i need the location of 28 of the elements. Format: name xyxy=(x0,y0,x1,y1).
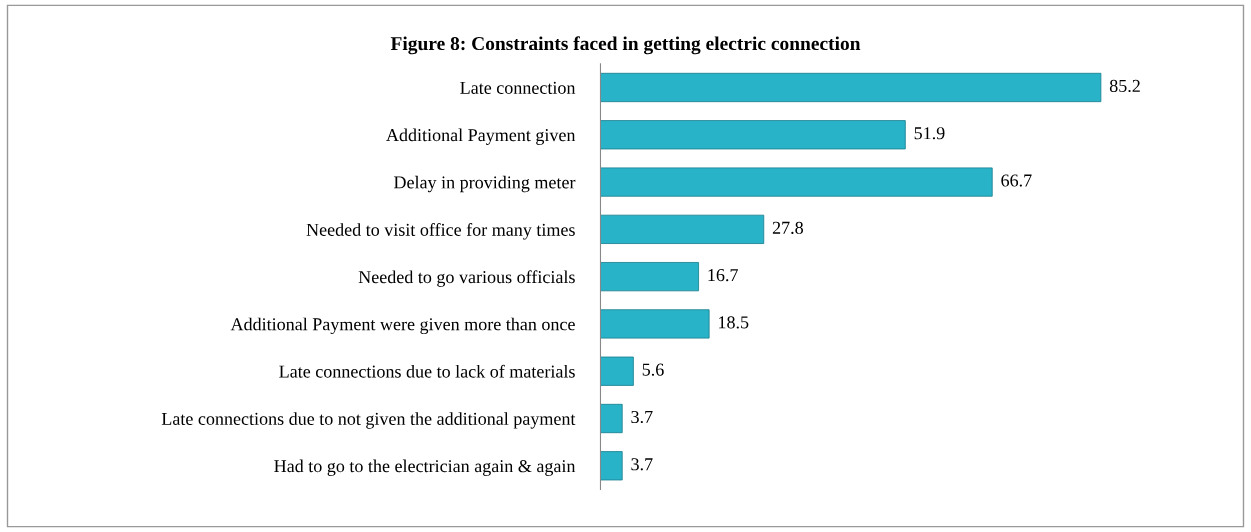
bar xyxy=(600,214,765,244)
data-label: 3.7 xyxy=(631,410,653,424)
data-label: 51.9 xyxy=(914,127,945,140)
data-label: 66.7 xyxy=(1001,174,1032,187)
bar xyxy=(600,120,906,150)
y-tick-label: Late connections due to lack of materials xyxy=(279,364,575,378)
bar xyxy=(600,262,699,292)
y-tick-label: Needed to go various officials xyxy=(358,270,575,287)
data-label: 18.5 xyxy=(719,316,749,329)
y-tick-label: Delay in providing meter xyxy=(393,175,576,193)
data-label: 3.7 xyxy=(631,458,653,471)
bar xyxy=(600,403,623,434)
bar xyxy=(600,167,993,197)
y-tick-label: Had to go to the electrician again & again xyxy=(274,459,576,476)
chart-title: Figure 8: Constraints faced in getting electric connection xyxy=(390,36,861,55)
y-tick-label: Late connections due to not given the additional payment xyxy=(161,412,576,429)
y-tick-label: Late connection xyxy=(460,81,576,94)
data-label: 85.2 xyxy=(1109,79,1140,93)
bar xyxy=(600,309,710,339)
data-label: 27.8 xyxy=(772,221,803,234)
bar xyxy=(600,72,1102,103)
y-tick-label: Needed to visit office for many times xyxy=(306,222,575,240)
bar xyxy=(600,356,634,386)
y-tick-label: Additional Payment given xyxy=(386,128,576,145)
bar xyxy=(600,451,623,481)
data-label: 5.6 xyxy=(642,363,664,376)
data-label: 16.7 xyxy=(708,269,738,282)
y-tick-label: Additional Payment were given more than once xyxy=(230,317,575,335)
